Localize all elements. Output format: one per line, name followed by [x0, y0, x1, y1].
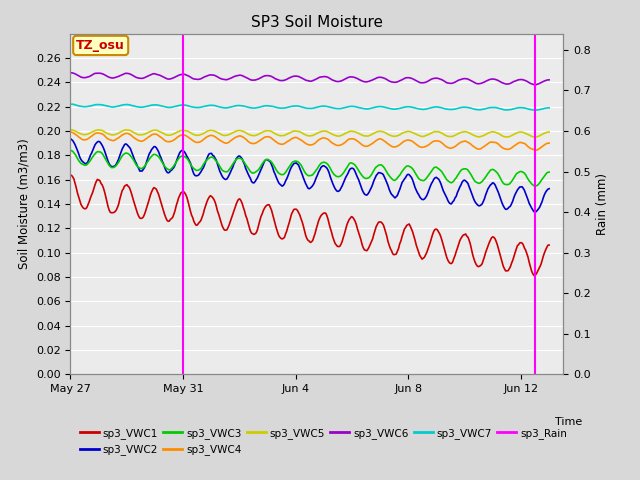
sp3_VWC7: [419, 107, 426, 112]
Line: sp3_VWC3: sp3_VWC3: [70, 150, 549, 186]
sp3_VWC4: [67, 129, 74, 135]
sp3_VWC6: [332, 78, 340, 84]
sp3_VWC6: [210, 72, 218, 78]
sp3_VWC6: [417, 80, 425, 85]
sp3_VWC1: [403, 222, 411, 228]
sp3_VWC3: [545, 169, 553, 175]
sp3_VWC6: [227, 75, 234, 81]
sp3_VWC3: [227, 165, 234, 171]
sp3_VWC2: [403, 172, 411, 178]
sp3_VWC1: [67, 172, 74, 178]
Line: sp3_VWC2: sp3_VWC2: [70, 139, 549, 212]
sp3_VWC4: [532, 147, 540, 153]
sp3_VWC4: [545, 140, 553, 146]
sp3_VWC4: [332, 142, 340, 148]
Y-axis label: Rain (mm): Rain (mm): [596, 173, 609, 235]
sp3_VWC3: [403, 163, 411, 169]
Text: TZ_osu: TZ_osu: [76, 39, 125, 52]
sp3_VWC1: [210, 196, 218, 202]
sp3_VWC1: [227, 218, 234, 224]
sp3_VWC1: [545, 242, 553, 248]
Line: sp3_VWC1: sp3_VWC1: [70, 175, 549, 276]
sp3_VWC2: [227, 169, 234, 175]
sp3_VWC1: [497, 255, 505, 261]
sp3_VWC2: [531, 209, 539, 215]
sp3_VWC2: [497, 197, 505, 203]
sp3_VWC6: [403, 75, 411, 81]
sp3_VWC7: [404, 104, 412, 109]
sp3_VWC4: [403, 137, 411, 143]
sp3_VWC7: [211, 103, 219, 108]
sp3_VWC7: [68, 101, 76, 107]
sp3_VWC7: [531, 108, 539, 113]
sp3_VWC5: [67, 127, 74, 132]
sp3_VWC3: [210, 156, 218, 161]
sp3_VWC6: [497, 79, 505, 85]
sp3_VWC2: [545, 186, 553, 192]
Legend: sp3_VWC1, sp3_VWC2, sp3_VWC3, sp3_VWC4, sp3_VWC5, sp3_VWC6, sp3_VWC7, sp3_Rain: sp3_VWC1, sp3_VWC2, sp3_VWC3, sp3_VWC4, …: [76, 424, 572, 459]
sp3_VWC5: [332, 133, 340, 139]
sp3_VWC4: [227, 138, 234, 144]
sp3_VWC6: [545, 77, 553, 83]
sp3_VWC3: [332, 173, 340, 179]
Line: sp3_VWC5: sp3_VWC5: [70, 130, 549, 137]
sp3_VWC5: [497, 132, 505, 138]
sp3_VWC7: [545, 105, 553, 111]
Line: sp3_VWC7: sp3_VWC7: [70, 104, 549, 110]
sp3_VWC2: [67, 136, 74, 142]
sp3_VWC1: [530, 273, 538, 278]
sp3_VWC3: [417, 177, 425, 183]
sp3_VWC5: [210, 128, 218, 134]
sp3_VWC2: [210, 153, 218, 159]
sp3_VWC1: [332, 242, 340, 248]
Text: Time: Time: [555, 417, 582, 427]
sp3_VWC5: [417, 133, 425, 139]
Line: sp3_VWC4: sp3_VWC4: [70, 132, 549, 150]
sp3_VWC4: [497, 144, 505, 149]
sp3_VWC2: [417, 195, 425, 201]
sp3_VWC7: [228, 104, 236, 110]
Title: SP3 Soil Moisture: SP3 Soil Moisture: [251, 15, 383, 30]
sp3_VWC6: [531, 82, 539, 87]
sp3_VWC3: [67, 147, 74, 153]
sp3_VWC3: [497, 177, 505, 182]
sp3_VWC4: [210, 133, 218, 139]
sp3_VWC1: [417, 254, 425, 260]
sp3_VWC7: [67, 101, 74, 107]
Y-axis label: Soil Moisture (m3/m3): Soil Moisture (m3/m3): [17, 139, 30, 269]
sp3_VWC5: [227, 131, 234, 137]
sp3_VWC7: [333, 106, 341, 111]
sp3_VWC7: [498, 107, 506, 112]
sp3_VWC4: [417, 144, 425, 150]
sp3_VWC5: [531, 134, 539, 140]
sp3_VWC5: [403, 129, 411, 134]
sp3_VWC2: [332, 187, 340, 193]
sp3_VWC6: [67, 70, 74, 75]
sp3_VWC3: [531, 183, 539, 189]
sp3_VWC5: [545, 129, 553, 135]
Line: sp3_VWC6: sp3_VWC6: [70, 72, 549, 84]
